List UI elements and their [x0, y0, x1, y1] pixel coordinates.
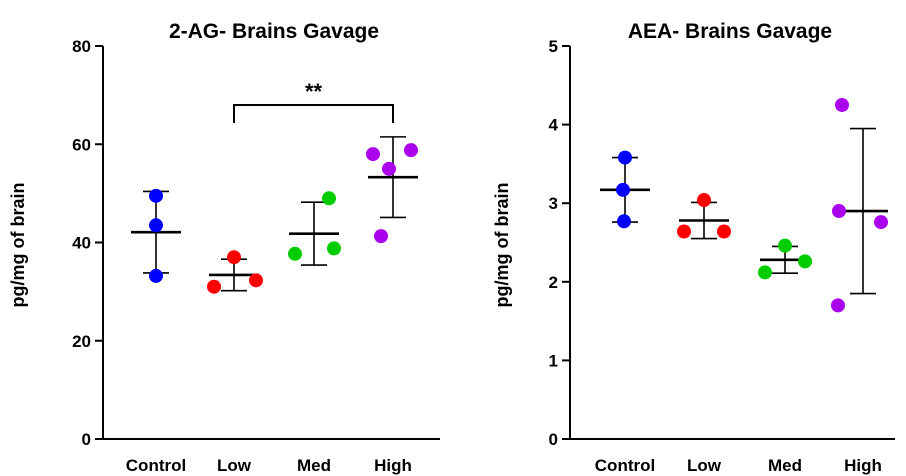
chart-2ag: 2-AG- Brains Gavage pg/mg of brain 0 20 40…	[8, 20, 440, 475]
data-point	[778, 238, 792, 253]
y-tick-label: 4	[549, 116, 559, 135]
data-point	[717, 224, 731, 239]
x-category-label: Med	[768, 456, 802, 475]
data-points	[149, 143, 418, 294]
data-point	[831, 298, 845, 313]
y-axis-label: pg/mg of brain	[8, 183, 28, 308]
data-point	[835, 97, 849, 112]
x-category-label: High	[374, 456, 412, 475]
x-category-label: High	[844, 456, 882, 475]
data-point	[697, 193, 711, 208]
data-point	[798, 254, 812, 269]
y-ticks: 0 20 40 60 80	[72, 37, 103, 449]
x-category-label: Low	[687, 456, 722, 475]
x-category-label: Control	[595, 456, 655, 475]
data-point	[322, 191, 336, 206]
data-point	[832, 204, 846, 219]
data-point	[617, 214, 631, 229]
data-point	[149, 188, 163, 203]
data-point	[249, 273, 263, 288]
x-categories: Control Low Med High	[126, 456, 412, 475]
data-point	[149, 218, 163, 233]
y-tick-label: 1	[549, 351, 558, 370]
data-point	[758, 265, 772, 280]
error-bars	[600, 127, 888, 295]
y-tick-label: 5	[549, 37, 558, 56]
data-point	[374, 229, 388, 244]
data-point	[149, 268, 163, 283]
data-point	[874, 215, 888, 230]
y-tick-label: 0	[82, 430, 91, 449]
y-tick-label: 40	[72, 234, 91, 253]
data-point	[366, 147, 380, 162]
data-point	[618, 150, 632, 165]
significance-bracket: **	[233, 79, 394, 123]
x-category-label: Low	[217, 456, 252, 475]
y-axis-label: pg/mg of brain	[492, 183, 512, 308]
data-point	[327, 241, 341, 256]
data-point	[207, 279, 221, 294]
y-tick-label: 60	[72, 135, 91, 154]
data-point	[616, 182, 630, 197]
x-category-label: Control	[126, 456, 186, 475]
y-tick-label: 20	[72, 332, 91, 351]
chart-title: 2-AG- Brains Gavage	[169, 20, 379, 43]
data-point	[404, 143, 418, 158]
significance-line	[233, 104, 394, 123]
chart-title: AEA- Brains Gavage	[628, 20, 832, 43]
x-categories: Control Low Med High	[595, 456, 882, 475]
data-point	[227, 250, 241, 265]
y-ticks: 0 1 2 3 4 5	[549, 37, 570, 449]
x-category-label: Med	[297, 456, 331, 475]
y-tick-label: 80	[72, 37, 91, 56]
data-point	[382, 161, 396, 176]
data-points	[616, 97, 888, 313]
y-tick-label: 0	[549, 430, 558, 449]
data-point	[288, 246, 302, 261]
y-tick-label: 3	[549, 194, 558, 213]
significance-label: **	[305, 79, 323, 104]
y-tick-label: 2	[549, 273, 558, 292]
data-point	[677, 224, 691, 239]
chart-aea: AEA- Brains Gavage pg/mg of brain 0 1 2 3 4 5…	[492, 20, 895, 475]
